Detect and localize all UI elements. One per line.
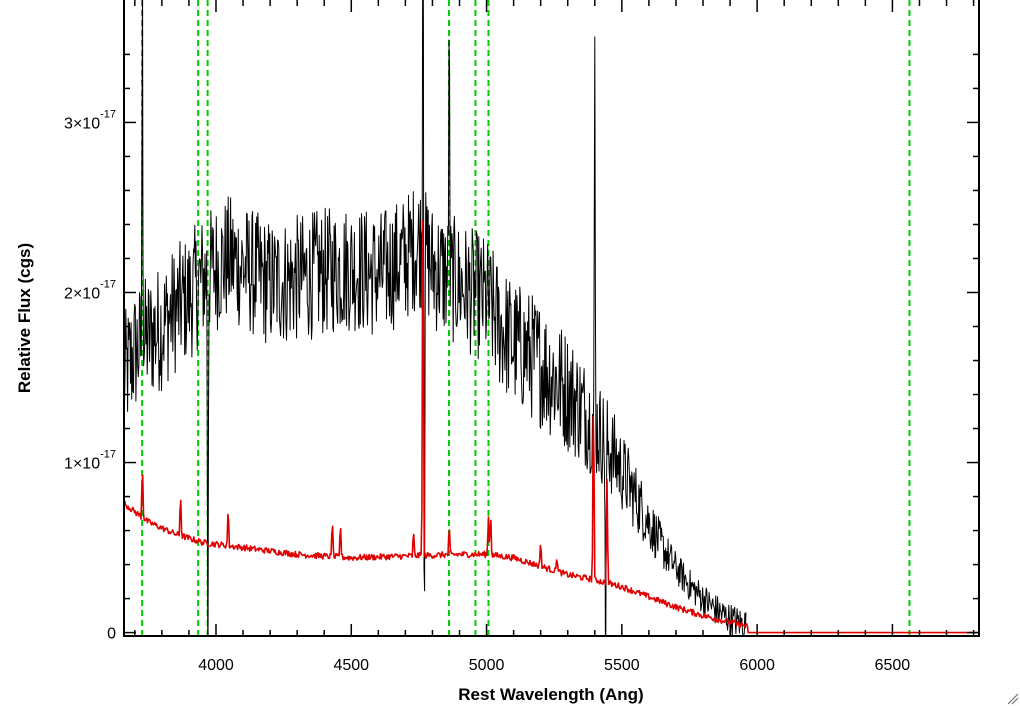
- x-axis-title: Rest Wavelength (Ang): [458, 685, 643, 704]
- x-tick-label: 4500: [333, 657, 369, 674]
- series-line-red: [124, 220, 979, 634]
- x-tick-label: 6000: [739, 657, 775, 674]
- x-tick-label: 6500: [875, 657, 911, 674]
- plot-frame: [123, 0, 980, 637]
- x-tick-label: 5000: [469, 657, 505, 674]
- resize-grip-icon[interactable]: [1007, 693, 1019, 705]
- y-axis-title: Relative Flux (cgs): [15, 243, 34, 393]
- series-layer: [124, 0, 979, 636]
- y-tick-label: 2×10-17: [64, 278, 116, 302]
- y-tick-label: 1×10-17: [64, 449, 116, 473]
- ticks-layer: [124, 0, 979, 636]
- x-tick-label: 5500: [604, 657, 640, 674]
- x-tick-label: 4000: [198, 657, 234, 674]
- series-line-black: [124, 0, 747, 636]
- y-tick-label: 3×10-17: [64, 108, 116, 132]
- tick-labels: 4000 4500 5000 5500 6000 6500 0 1×10-17 2×10-17 3…: [64, 108, 910, 674]
- y-tick-label: 0: [107, 626, 116, 643]
- reference-lines: [141, 0, 911, 636]
